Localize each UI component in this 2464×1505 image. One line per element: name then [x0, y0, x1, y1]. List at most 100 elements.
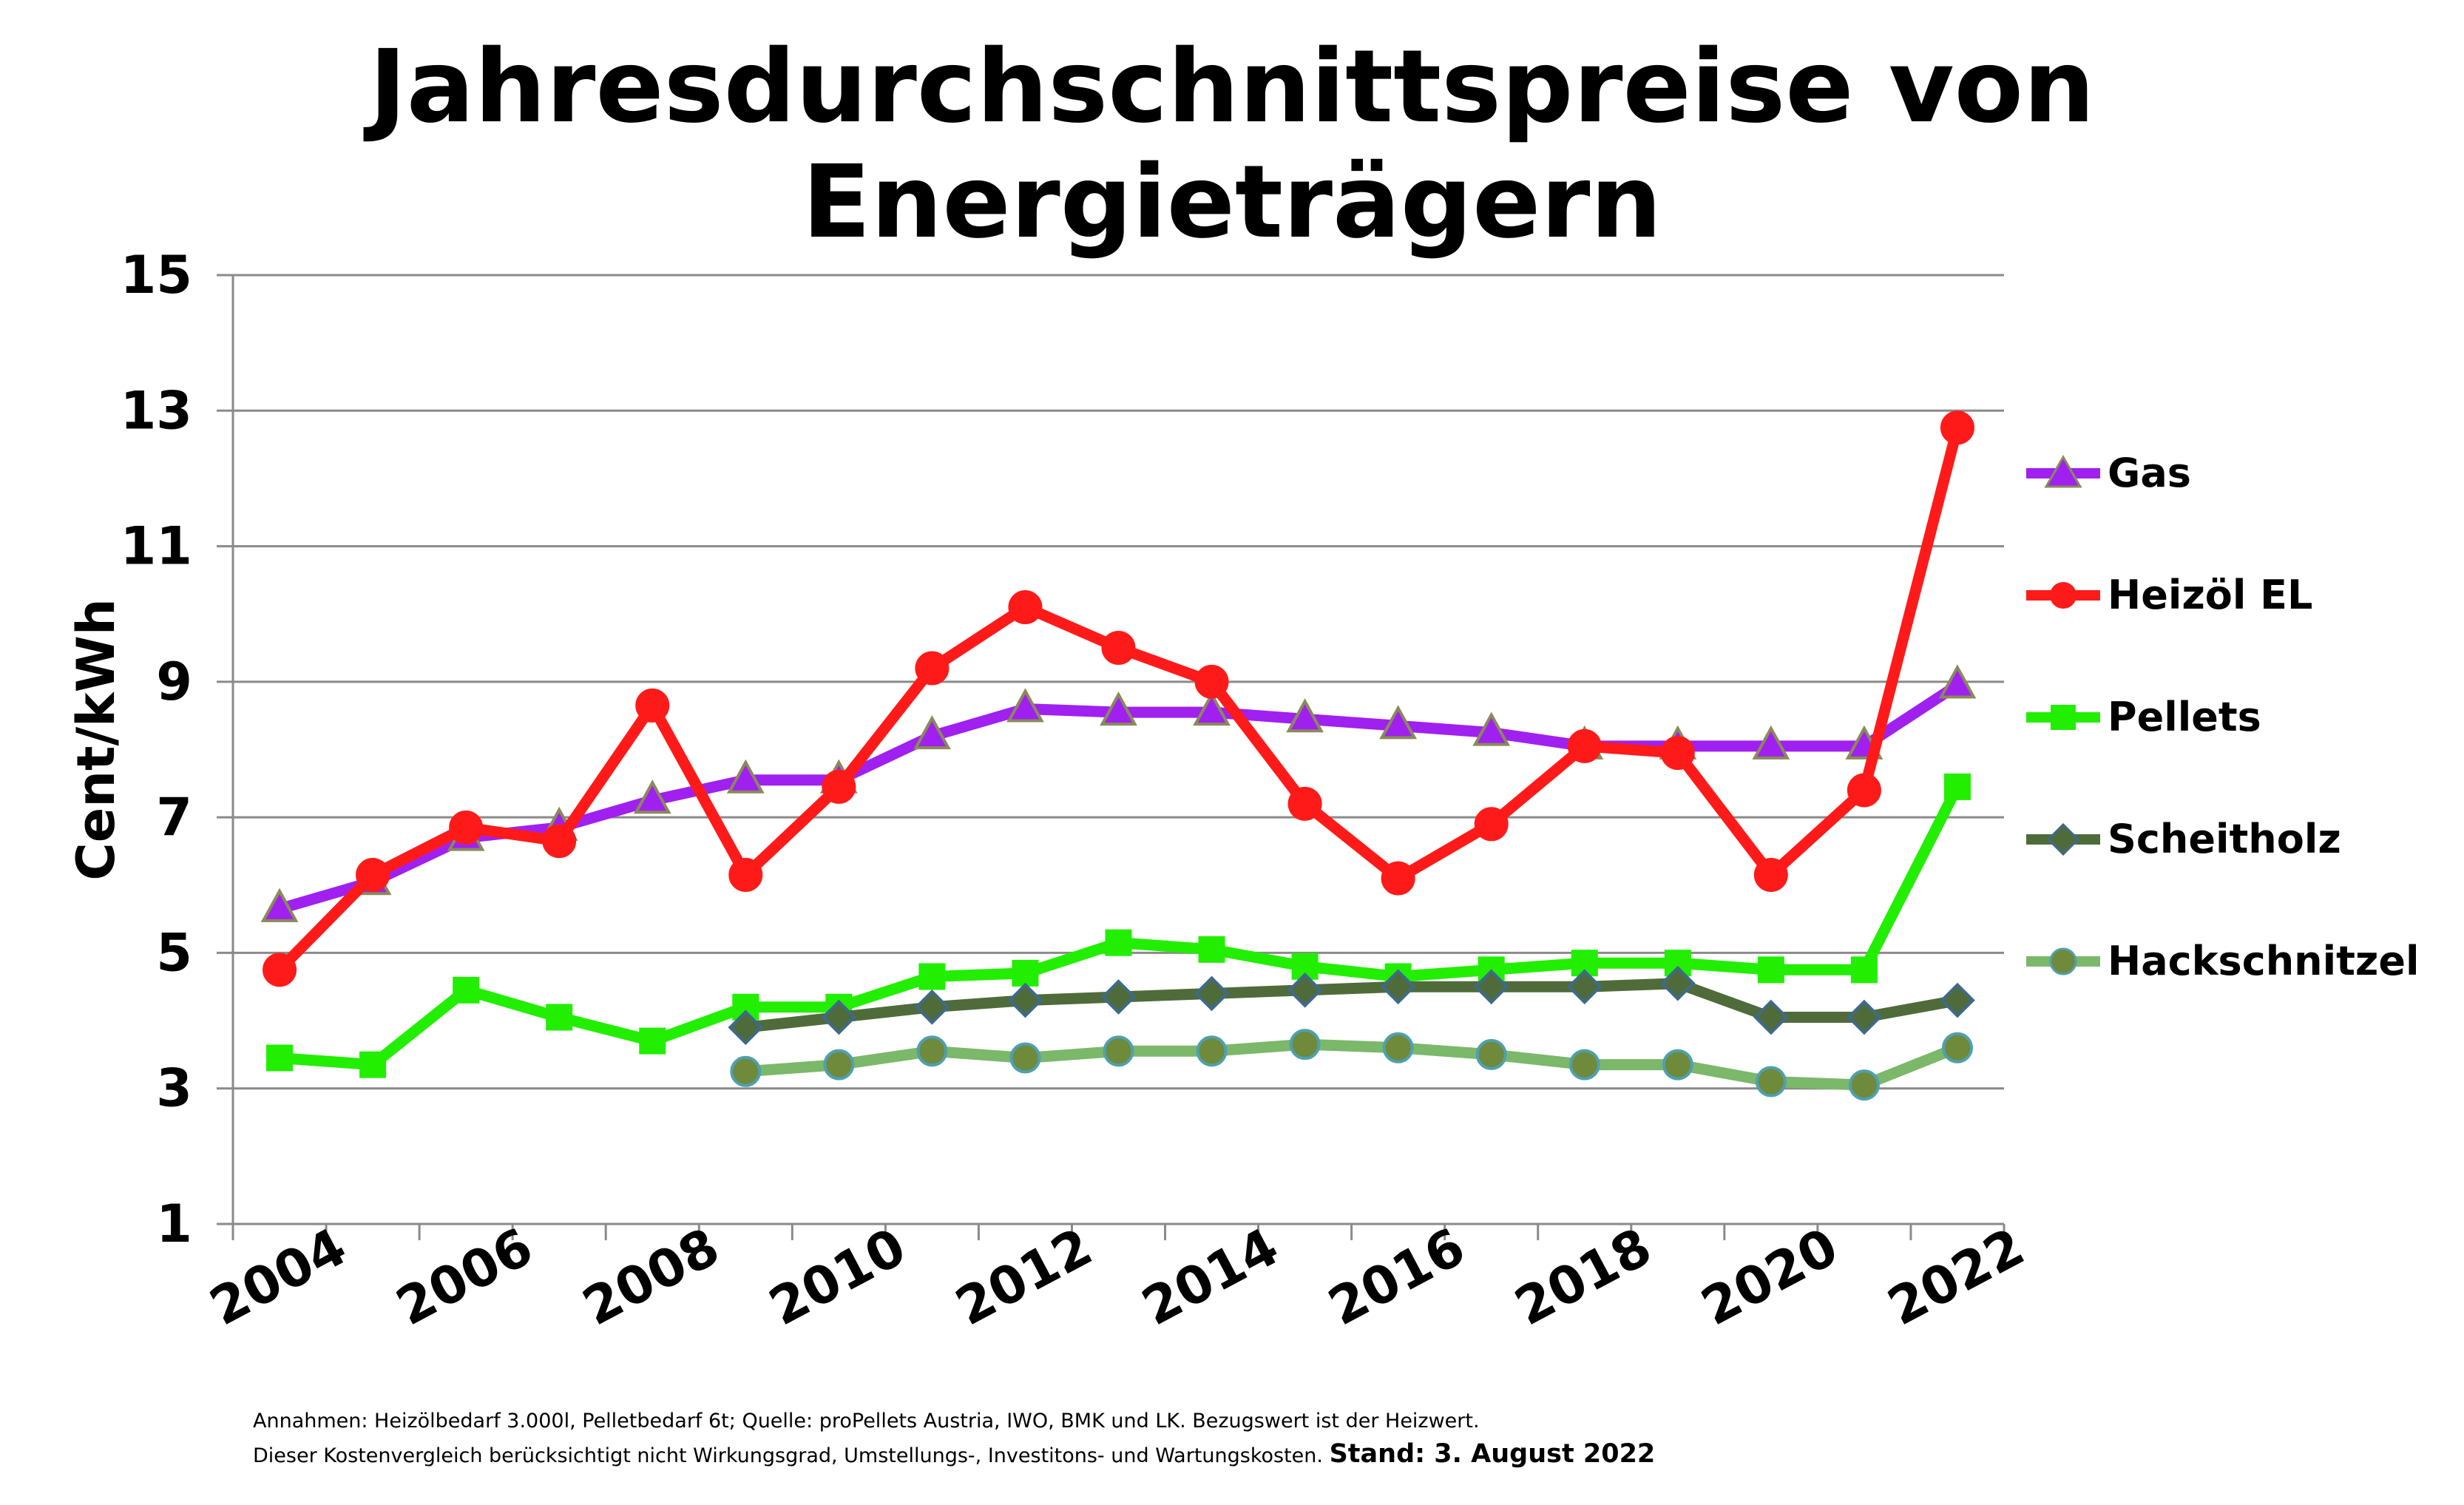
data-point-scheitholz — [1194, 975, 1230, 1012]
data-point-scheitholz — [1100, 979, 1137, 1015]
data-point-heiz-l-el — [542, 824, 577, 859]
series-scheitholz — [728, 965, 1975, 1046]
data-point-gas — [1938, 664, 1977, 699]
data-point-pellets — [1850, 956, 1878, 984]
axes — [217, 274, 2006, 1240]
data-point-pellets — [639, 1027, 666, 1055]
data-point-scheitholz — [1940, 982, 1975, 1018]
data-point-pellets — [546, 1004, 573, 1031]
series-pellets — [266, 773, 1971, 1078]
data-point-pellets — [453, 976, 480, 1004]
data-point-gas — [913, 715, 951, 750]
data-point-heiz-l-el — [1660, 736, 1695, 771]
footnote-stand: Stand: 3. August 2022 — [1329, 1439, 1656, 1469]
legend-swatch-pellets — [2026, 705, 2100, 730]
data-point-hackschnitzel — [1568, 1049, 1600, 1080]
legend-label-scheitholz: Scheitholz — [2108, 816, 2341, 862]
data-point-pellets — [1943, 773, 1971, 800]
legend-swatch-scheitholz — [2026, 822, 2100, 856]
x-tick-labels: 2004 2006 2008 2010 2012 2014 2016 2018 2020 2022 — [200, 1217, 2034, 1338]
data-point-hackschnitzel — [1662, 1049, 1693, 1080]
data-point-hackschnitzel — [1755, 1066, 1787, 1098]
x-tick-label: 2018 — [1506, 1217, 1662, 1338]
footnote-line-2-text: Dieser Kostenvergleich berücksichtigt ni… — [253, 1444, 1323, 1467]
data-point-heiz-l-el — [1474, 807, 1509, 842]
x-tick-label: 2012 — [946, 1217, 1102, 1338]
y-tick-label: 15 — [121, 245, 192, 305]
data-point-gas — [1006, 688, 1044, 723]
x-tick-label: 2022 — [1878, 1217, 2034, 1338]
data-point-hackschnitzel — [1941, 1032, 1973, 1063]
legend-label-heizoel: Heizöl EL — [2108, 572, 2313, 618]
data-point-gas — [1286, 698, 1324, 733]
data-point-hackschnitzel — [1382, 1032, 1414, 1063]
data-point-heiz-l-el — [728, 858, 763, 893]
data-point-heiz-l-el — [635, 688, 670, 723]
data-point-gas — [1472, 711, 1511, 746]
data-point-hackschnitzel — [1009, 1042, 1041, 1074]
footnote-line-1: Annahmen: Heizölbedarf 3.000l, Pelletbed… — [253, 1410, 1480, 1433]
x-tick-label: 2008 — [573, 1217, 729, 1338]
legend-label-hackschnitzel: Hackschnitzel — [2108, 938, 2420, 984]
y-tick-label: 13 — [121, 380, 192, 441]
legend-swatch-gas — [2026, 454, 2100, 488]
y-tick-label: 3 — [156, 1058, 192, 1119]
y-tick-label: 9 — [156, 652, 192, 712]
series-group — [260, 410, 1977, 1101]
data-point-scheitholz — [1847, 999, 1882, 1035]
series-line-hackschnitzel — [739, 1038, 1963, 1091]
data-point-heiz-l-el — [915, 651, 950, 686]
data-point-heiz-l-el — [1753, 858, 1788, 893]
data-point-scheitholz — [1380, 969, 1416, 1005]
data-point-heiz-l-el — [1008, 590, 1043, 625]
data-point-heiz-l-el — [1287, 786, 1322, 821]
data-point-heiz-l-el — [1194, 664, 1229, 699]
footnote-line-2: Dieser Kostenvergleich berücksichtigt ni… — [253, 1438, 1655, 1472]
x-tick-label: 2020 — [1692, 1217, 1848, 1338]
data-point-gas — [1752, 725, 1790, 760]
data-point-pellets — [1757, 956, 1784, 984]
data-point-heiz-l-el — [1567, 728, 1602, 763]
y-tick-label: 5 — [156, 922, 192, 983]
data-point-gas — [1379, 705, 1418, 740]
series-hackschnitzel — [730, 1029, 1973, 1101]
legend-label-pellets: Pellets — [2108, 694, 2261, 740]
data-point-gas — [1193, 691, 1231, 726]
data-point-hackschnitzel — [916, 1035, 948, 1067]
data-point-heiz-l-el — [1847, 773, 1881, 808]
data-point-scheitholz — [914, 989, 950, 1025]
footnote: Annahmen: Heizölbedarf 3.000l, Pelletbed… — [253, 1405, 1655, 1472]
legend-label-gas: Gas — [2108, 450, 2191, 496]
data-point-pellets — [359, 1051, 387, 1078]
data-point-scheitholz — [1659, 965, 1696, 1001]
data-point-pellets — [266, 1044, 294, 1072]
x-tick-label: 2014 — [1132, 1217, 1288, 1338]
x-tick-label: 2004 — [200, 1217, 356, 1338]
chart-title-line-2: Energieträgern — [802, 144, 1662, 261]
data-point-pellets — [1012, 959, 1039, 987]
series-heiz-l-el — [263, 410, 1974, 987]
legend-swatch-heizoel — [2026, 582, 2100, 609]
chart-title: Jahresdurchschnittspreise von Energieträ… — [0, 30, 2464, 260]
data-point-pellets — [918, 963, 946, 990]
data-point-heiz-l-el — [1101, 631, 1136, 666]
data-point-scheitholz — [1473, 969, 1509, 1005]
data-point-gas — [1100, 691, 1137, 726]
data-point-hackschnitzel — [730, 1055, 762, 1087]
data-point-gas — [633, 779, 671, 814]
data-point-hackschnitzel — [1196, 1035, 1228, 1067]
series-gas — [260, 664, 1977, 922]
data-point-hackschnitzel — [1289, 1029, 1321, 1061]
x-tick-label: 2006 — [387, 1217, 543, 1338]
data-point-heiz-l-el — [1381, 861, 1415, 896]
data-point-scheitholz — [1287, 973, 1323, 1008]
data-point-hackschnitzel — [823, 1049, 855, 1080]
data-point-scheitholz — [1753, 999, 1789, 1035]
data-point-heiz-l-el — [822, 769, 856, 804]
data-point-scheitholz — [1566, 969, 1602, 1005]
data-point-gas — [260, 887, 299, 922]
data-point-heiz-l-el — [263, 953, 297, 987]
data-point-pellets — [1198, 936, 1225, 963]
